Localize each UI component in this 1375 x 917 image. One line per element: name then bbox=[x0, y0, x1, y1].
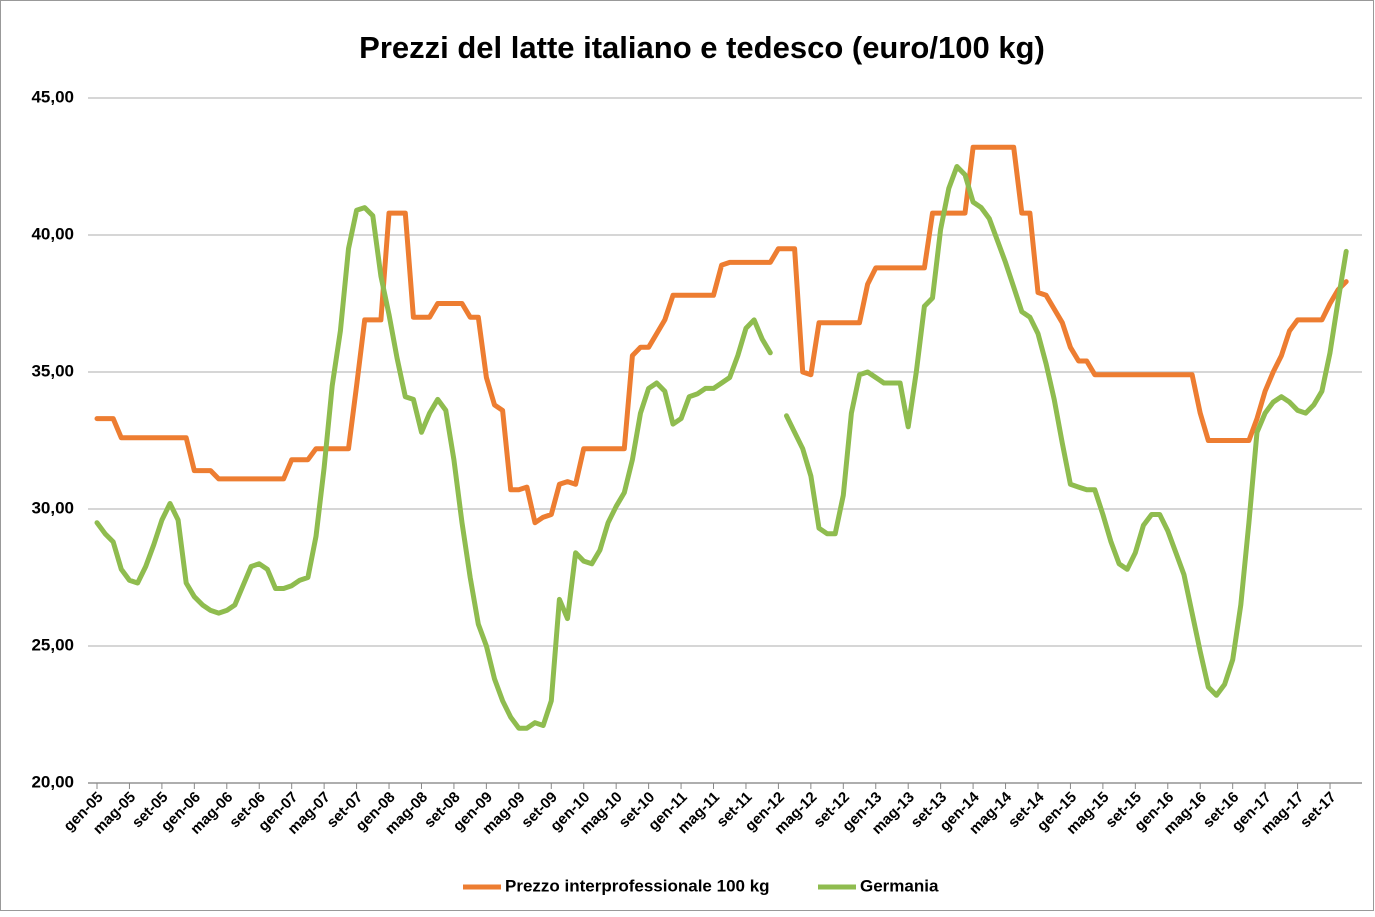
series-line bbox=[94, 164, 1349, 731]
y-tick-label: 35,00 bbox=[31, 361, 74, 380]
y-tick-label: 25,00 bbox=[31, 635, 74, 654]
y-tick-label: 30,00 bbox=[31, 498, 74, 517]
chart-title: Prezzi del latte italiano e tedesco (eur… bbox=[359, 30, 1045, 65]
y-tick-label: 20,00 bbox=[31, 772, 74, 791]
legend-label: Germania bbox=[860, 876, 939, 895]
series-line bbox=[94, 144, 1349, 526]
legend-label: Prezzo interprofessionale 100 kg bbox=[505, 876, 770, 895]
y-tick-label: 40,00 bbox=[31, 224, 74, 243]
y-tick-label: 45,00 bbox=[31, 87, 74, 106]
